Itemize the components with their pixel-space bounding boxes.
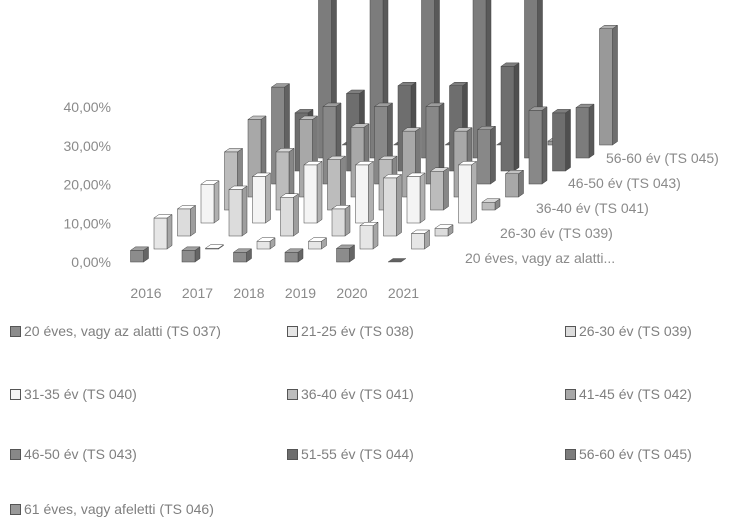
bar — [129, 246, 150, 263]
bar — [434, 224, 454, 237]
bar — [200, 180, 220, 224]
bar — [382, 173, 403, 237]
legend-item: 31-35 év (TS 040) — [10, 385, 137, 403]
bar — [331, 204, 351, 237]
y-tick-label: 0,00% — [71, 254, 111, 270]
x-tick-label: 2016 — [130, 285, 161, 301]
bar — [359, 221, 379, 250]
bar — [326, 155, 347, 211]
legend-label: 51-55 év (TS 044) — [301, 446, 414, 462]
bar — [181, 246, 201, 263]
depth-axis-label: 20 éves, vagy az alatti... — [465, 250, 615, 266]
legend-label: 61 éves, vagy afeletti (TS 046) — [24, 501, 214, 517]
bar — [598, 24, 619, 146]
bar — [307, 237, 328, 250]
x-tick-label: 2021 — [388, 285, 419, 301]
y-axis: 0,00% 10,00% 20,00% 30,00% 40,00% — [64, 99, 111, 270]
bar — [504, 169, 525, 198]
legend-label: 26-30 év (TS 039) — [579, 323, 692, 339]
legend-item: 61 éves, vagy afeletti (TS 046) — [10, 500, 214, 518]
depth-axis: 56-60 év (TS 045) 46-50 év (TS 043) 36-40 … — [465, 150, 719, 266]
legend-label: 46-50 év (TS 043) — [24, 446, 137, 462]
x-tick-label: 2019 — [285, 285, 316, 301]
bar — [500, 62, 520, 172]
depth-axis-label: 26-30 év (TS 039) — [500, 225, 613, 241]
legend-item: 56-60 év (TS 045) — [565, 445, 692, 463]
bar — [303, 160, 323, 224]
x-tick-label: 2018 — [233, 285, 264, 301]
bar — [425, 102, 445, 185]
legend-label: 20 éves, vagy az alatti (TS 037) — [24, 323, 221, 339]
depth-axis-label: 36-40 év (TS 041) — [536, 200, 649, 216]
bar — [204, 244, 225, 250]
bar — [476, 125, 497, 185]
legend-item: 20 éves, vagy az alatti (TS 037) — [10, 322, 260, 340]
bar — [551, 108, 572, 172]
legend-item: 41-45 év (TS 042) — [565, 385, 692, 403]
legend-item: 26-30 év (TS 039) — [565, 322, 692, 340]
bar — [284, 248, 304, 263]
bar — [481, 198, 501, 211]
x-axis: 2016 2017 2018 2019 2020 2021 — [130, 285, 419, 301]
y-tick-label: 10,00% — [64, 215, 111, 231]
x-tick-label: 2020 — [336, 285, 367, 301]
bar — [457, 160, 478, 224]
depth-axis-label: 46-50 év (TS 043) — [568, 175, 681, 191]
bar — [406, 172, 426, 224]
bar — [528, 106, 548, 185]
depth-axis-label: 56-60 év (TS 045) — [606, 150, 719, 166]
bar — [153, 214, 173, 250]
bar — [410, 229, 431, 250]
bar — [387, 258, 407, 263]
legend-item: 51-55 év (TS 044) — [287, 445, 414, 463]
legend-label: 36-40 év (TS 041) — [301, 386, 414, 402]
legend-item: 46-50 év (TS 043) — [10, 445, 137, 463]
bars — [129, 0, 619, 263]
legend-swatch — [10, 449, 21, 460]
legend-swatch — [565, 326, 576, 337]
legend-swatch — [565, 449, 576, 460]
bar — [251, 172, 272, 224]
legend-swatch — [565, 389, 576, 400]
x-tick-label: 2017 — [182, 285, 213, 301]
bar — [176, 204, 197, 237]
legend-item: 21-25 év (TS 038) — [287, 322, 414, 340]
legend-swatch — [287, 389, 298, 400]
legend-swatch — [287, 449, 298, 460]
bar — [228, 185, 248, 237]
bar — [429, 167, 450, 211]
bar — [279, 193, 300, 237]
legend-label: 21-25 év (TS 038) — [301, 323, 414, 339]
legend-label: 56-60 év (TS 045) — [579, 446, 692, 462]
bar — [256, 237, 276, 250]
bar — [354, 160, 375, 224]
legend-swatch — [10, 504, 21, 515]
y-tick-label: 40,00% — [64, 99, 111, 115]
y-tick-label: 30,00% — [64, 138, 111, 154]
y-tick-label: 20,00% — [64, 177, 111, 193]
bar — [575, 103, 595, 159]
legend-swatch — [10, 389, 21, 400]
legend-item: 36-40 év (TS 041) — [287, 385, 414, 403]
bar — [232, 248, 253, 263]
legend-swatch — [287, 326, 298, 337]
legend-swatch — [10, 326, 21, 337]
legend-label: 41-45 év (TS 042) — [579, 386, 692, 402]
bar — [335, 244, 356, 263]
legend-label: 31-35 év (TS 040) — [24, 386, 137, 402]
